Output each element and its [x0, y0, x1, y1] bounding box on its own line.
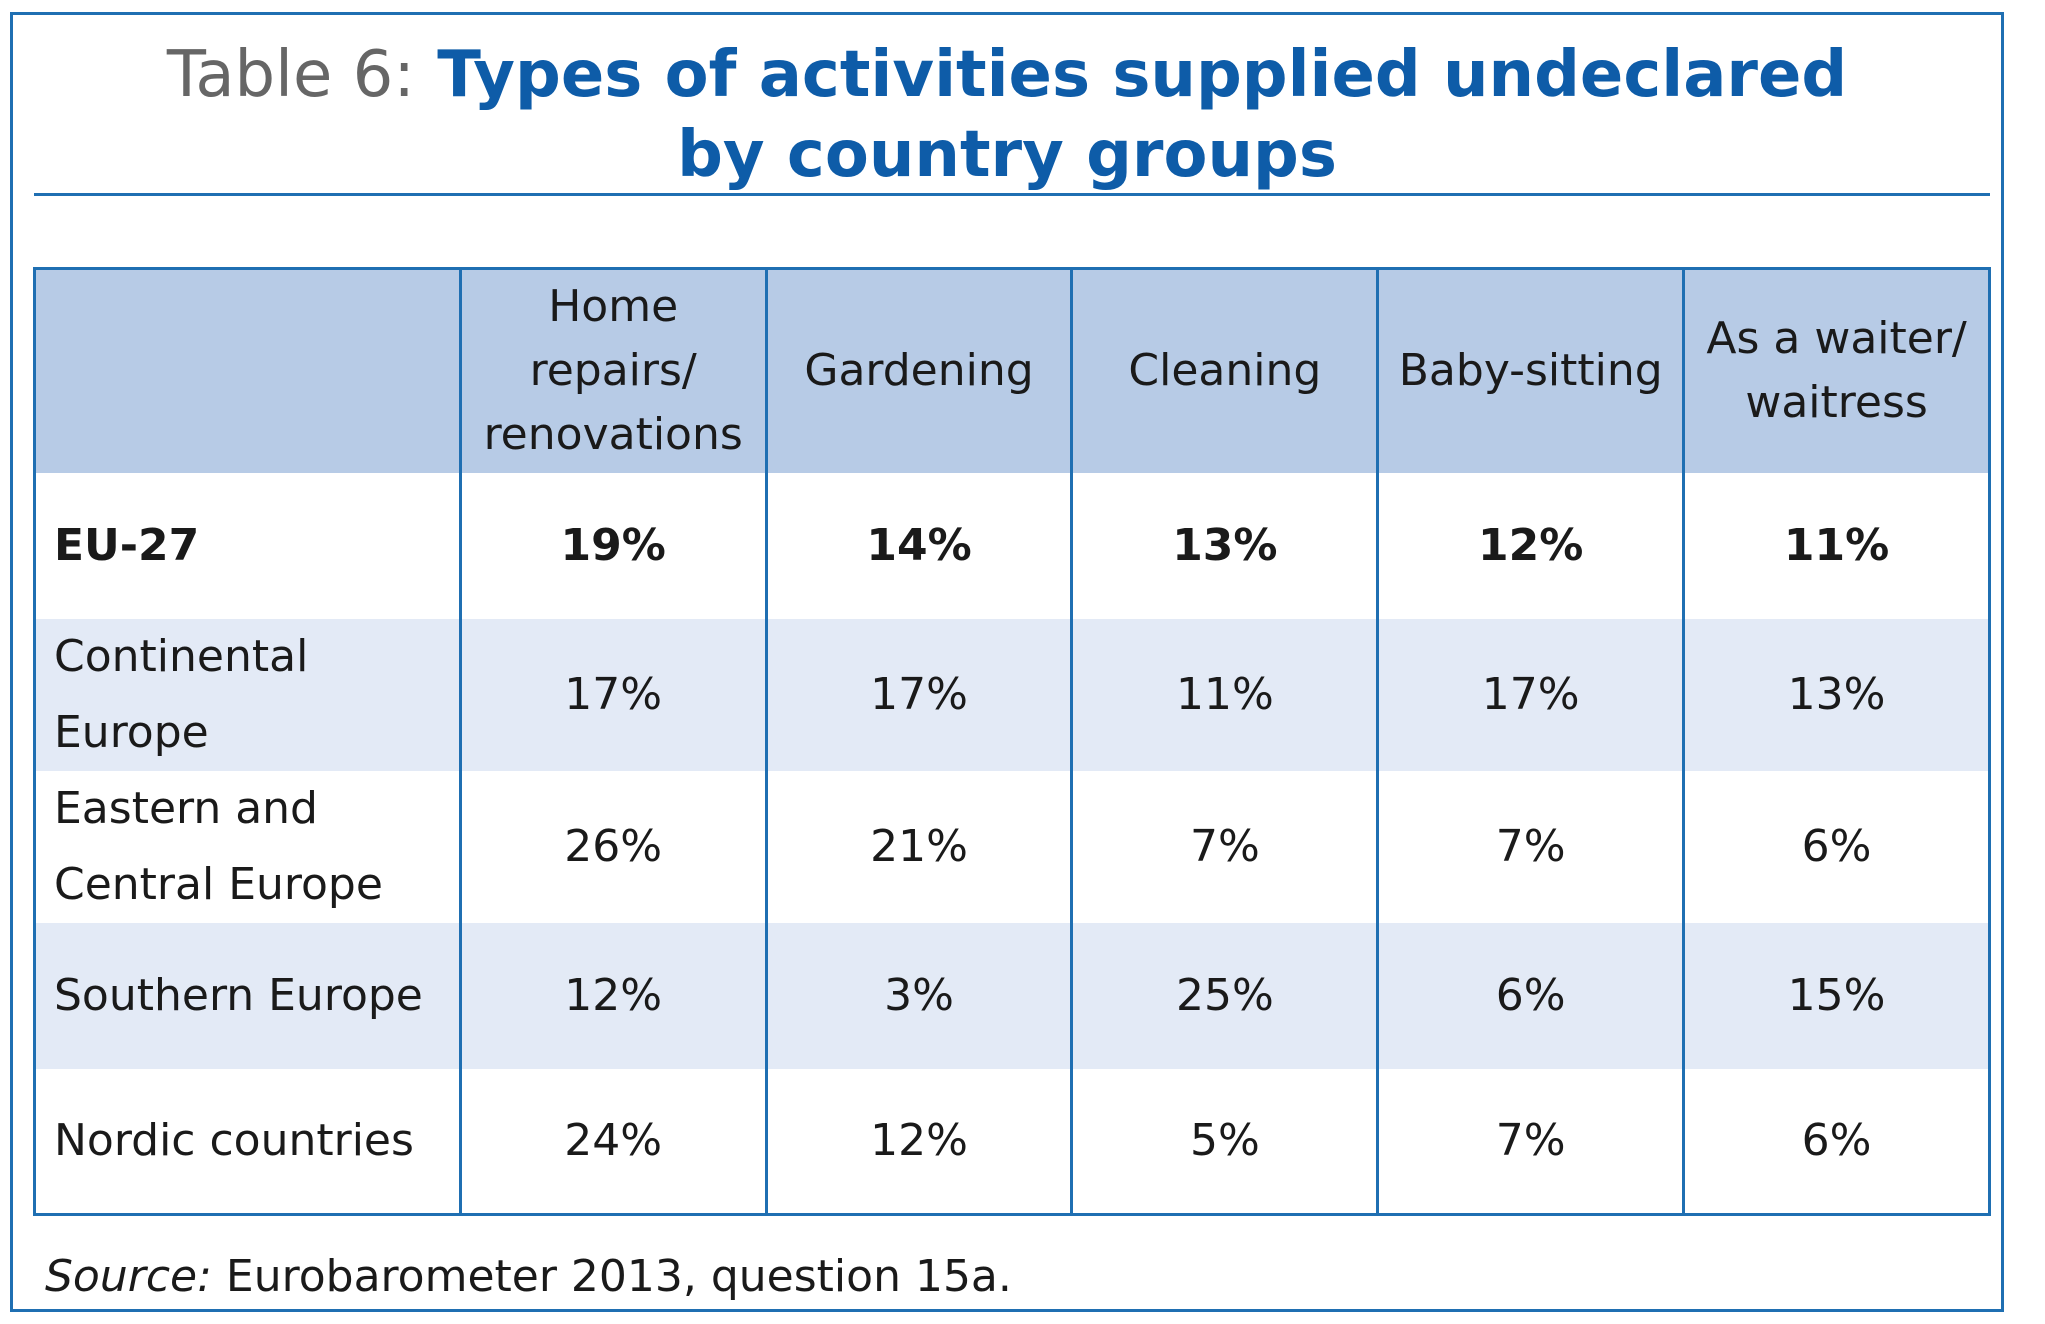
source-note: Source: Eurobarometer 2013, question 15a… [45, 1247, 1012, 1307]
table-cell: 17% [458, 618, 767, 771]
table-cell: 15% [1682, 922, 1990, 1069]
title-divider [34, 193, 1990, 196]
header-cell-empty [34, 268, 461, 473]
header-cell-cleaning: Cleaning [1070, 268, 1378, 473]
table-cell: 6% [1682, 1068, 1990, 1215]
row-label: Continental Europe [34, 618, 461, 771]
table-cell: 7% [1376, 770, 1684, 923]
table-cell: 7% [1376, 1068, 1684, 1215]
table-cell: 12% [764, 1068, 1072, 1215]
table-cell: 6% [1376, 922, 1684, 1069]
table-frame: Table 6: Types of activities supplied un… [10, 12, 2004, 1312]
source-text: Eurobarometer 2013, question 15a. [225, 1251, 1012, 1302]
table-cell: 21% [764, 770, 1072, 923]
title-line-2: by country groups [677, 118, 1337, 192]
table-cell: 25% [1070, 922, 1378, 1069]
table-cell: 17% [764, 618, 1072, 771]
table-title: Table 6: Types of activities supplied un… [13, 35, 2001, 195]
table-cell: 13% [1070, 472, 1378, 619]
title-main: Types of activities supplied undeclared [437, 38, 1848, 112]
source-label: Source: [45, 1251, 212, 1302]
table-cell: 6% [1682, 770, 1990, 923]
table-cell: 12% [1376, 472, 1684, 619]
table-row: Southern Europe 12% 3% 25% 6% 15% [34, 922, 1990, 1069]
header-cell-home-repairs: Home repairs/ renovations [458, 268, 767, 473]
header-cell-waiter: As a waiter/ waitress [1682, 268, 1990, 473]
table-cell: 3% [764, 922, 1072, 1069]
row-label: Nordic countries [54, 1114, 414, 1166]
data-table: Home repairs/ renovations Gardening Clea… [33, 267, 1991, 1216]
table-cell: 14% [764, 472, 1072, 619]
table-cell: 7% [1070, 770, 1378, 923]
header-row: Home repairs/ renovations Gardening Clea… [34, 268, 1990, 473]
row-label: Eastern and Central Europe [54, 782, 383, 910]
table-row: EU-27 19% 14% 13% 12% 11% [35, 472, 1990, 619]
header-cell-gardening: Gardening [764, 268, 1072, 473]
table-cell: 5% [1070, 1068, 1378, 1215]
header-cell-baby-sitting: Baby-sitting [1376, 268, 1684, 473]
row-label: Southern Europe [34, 922, 461, 1069]
table-cell: 11% [1682, 472, 1990, 619]
table-row: Continental Europe 17% 17% 11% 17% 13% [34, 618, 1990, 771]
table-row: Nordic countries 24% 12% 5% 7% 6% [35, 1068, 1990, 1215]
table-cell: 26% [458, 770, 767, 923]
row-label: EU-27 [54, 519, 200, 571]
table-cell: 11% [1070, 618, 1378, 771]
table-cell: 17% [1376, 618, 1684, 771]
table-row: Eastern and Central Europe 26% 21% 7% 7%… [35, 770, 1990, 923]
title-line-1: Table 6: Types of activities supplied un… [13, 35, 2001, 115]
title-prefix: Table 6: [166, 38, 415, 112]
table-cell: 13% [1682, 618, 1990, 771]
table-cell: 12% [458, 922, 767, 1069]
table-cell: 24% [458, 1068, 767, 1215]
table-cell: 19% [458, 472, 767, 619]
